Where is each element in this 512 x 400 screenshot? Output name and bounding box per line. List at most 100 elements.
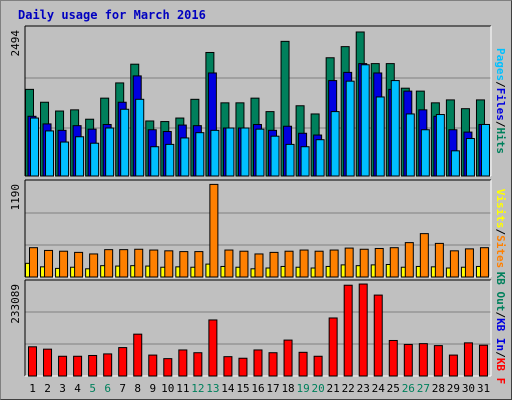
bar-sites-day-3	[59, 250, 69, 278]
bar-pages-day-25	[390, 80, 400, 177]
bar-pages-day-29	[450, 150, 460, 177]
x-tick-label: 5	[89, 382, 96, 395]
x-tick-label: 28	[432, 382, 445, 395]
bar-pages-day-24	[375, 96, 385, 177]
bar-kbytes-day-13	[208, 319, 218, 377]
bar-sites-day-24	[374, 247, 384, 278]
x-tick-label: 12	[191, 382, 204, 395]
x-tick-label: 11	[176, 382, 189, 395]
bar-kbytes-day-7	[118, 347, 128, 377]
bar-sites-day-2	[44, 249, 54, 278]
y-axis-max-label: 1190	[9, 184, 22, 211]
bar-sites-day-14	[224, 249, 234, 278]
bar-pages-day-5	[90, 142, 100, 177]
bar-sites-day-15	[239, 250, 249, 278]
x-tick-label: 19	[296, 382, 309, 395]
bar-kbytes-day-9	[148, 354, 158, 377]
bar-kbytes-day-5	[88, 354, 98, 377]
bar-pages-day-26	[405, 113, 415, 177]
chart-title: Daily usage for March 2016	[18, 8, 206, 22]
bar-sites-day-7	[119, 249, 129, 278]
x-tick-label: 3	[59, 382, 66, 395]
bar-pages-day-28	[435, 114, 445, 177]
bar-sites-day-31	[479, 247, 489, 278]
x-tick-label: 16	[251, 382, 264, 395]
x-tick-label: 21	[327, 382, 340, 395]
bar-kbytes-day-14	[223, 356, 233, 377]
x-tick-label: 6	[104, 382, 111, 395]
bar-pages-day-21	[330, 111, 340, 177]
bar-kbytes-day-20	[313, 355, 323, 377]
bar-kbytes-day-25	[388, 339, 398, 377]
bar-sites-day-4	[74, 251, 84, 278]
bar-pages-day-2	[45, 130, 55, 177]
legend-item-separator: /	[494, 229, 507, 236]
x-tick-label: 14	[221, 382, 235, 395]
right-axis-legend: KB Out/KB In/KB F	[494, 272, 507, 385]
bar-sites-day-26	[404, 242, 414, 278]
bar-kbytes-day-15	[238, 357, 248, 377]
legend-item-files: Files	[494, 88, 507, 121]
bar-sites-day-17	[269, 251, 279, 278]
x-tick-label: 30	[462, 382, 475, 395]
bar-pages-day-16	[255, 128, 265, 177]
bar-kbytes-day-2	[43, 348, 53, 377]
bar-sites-day-25	[389, 247, 399, 278]
bar-sites-day-30	[464, 248, 474, 278]
legend-item-separator: /	[494, 121, 507, 128]
bar-sites-day-6	[104, 249, 114, 278]
bar-pages-day-20	[315, 139, 325, 177]
bar-pages-day-10	[165, 143, 175, 177]
legend-item-visits: Visits	[494, 189, 507, 229]
bar-sites-day-12	[194, 251, 204, 278]
bar-sites-day-29	[449, 250, 459, 278]
bar-pages-day-6	[105, 127, 115, 177]
x-tick-label: 7	[119, 382, 126, 395]
x-tick-label: 18	[281, 382, 294, 395]
bar-pages-day-30	[465, 138, 475, 177]
bar-pages-day-18	[285, 143, 295, 177]
x-tick-label: 15	[236, 382, 249, 395]
bar-pages-day-22	[345, 80, 355, 177]
x-tick-label: 10	[161, 382, 174, 395]
bar-kbytes-day-1	[28, 346, 37, 377]
bar-kbytes-day-6	[103, 353, 113, 377]
bar-pages-day-9	[150, 146, 160, 177]
x-tick-label: 25	[387, 382, 400, 395]
bar-kbytes-day-28	[433, 345, 443, 377]
bar-sites-day-23	[359, 248, 369, 278]
bar-pages-day-4	[75, 136, 85, 177]
bar-kbytes-day-12	[193, 352, 203, 377]
bar-pages-day-27	[420, 129, 430, 177]
x-tick-label: 24	[372, 382, 386, 395]
bar-kbytes-day-16	[253, 349, 263, 377]
right-axis-legend: Pages/Files/Hits	[494, 48, 507, 154]
bar-kbytes-day-11	[178, 349, 188, 377]
bar-sites-day-27	[419, 233, 429, 278]
bar-kbytes-day-26	[403, 343, 413, 377]
bar-pages-day-17	[270, 135, 280, 177]
x-tick-label: 31	[477, 382, 490, 395]
bar-sites-day-20	[314, 250, 324, 278]
bar-pages-day-7	[120, 108, 130, 177]
bar-sites-day-28	[434, 242, 444, 278]
x-tick-label: 20	[312, 382, 325, 395]
legend-item-kb-in: KB In	[494, 318, 507, 351]
bar-sites-day-9	[149, 249, 159, 278]
bar-sites-day-11	[179, 251, 189, 278]
bar-sites-day-10	[164, 250, 174, 278]
legend-item-sites: Sites	[494, 235, 507, 268]
x-tick-label: 26	[402, 382, 415, 395]
legend-item-kb-f: KB F	[494, 358, 507, 385]
legend-item-hits: Hits	[494, 128, 507, 155]
bar-pages-day-19	[300, 146, 310, 177]
bar-sites-day-21	[329, 249, 339, 278]
x-tick-label: 9	[149, 382, 156, 395]
bar-pages-day-8	[135, 98, 145, 177]
bar-sites-day-1	[29, 247, 38, 278]
x-tick-label: 2	[44, 382, 51, 395]
bar-kbytes-day-4	[73, 355, 83, 377]
bar-kbytes-day-8	[133, 333, 143, 377]
y-axis-max-label: 2494	[9, 30, 22, 57]
